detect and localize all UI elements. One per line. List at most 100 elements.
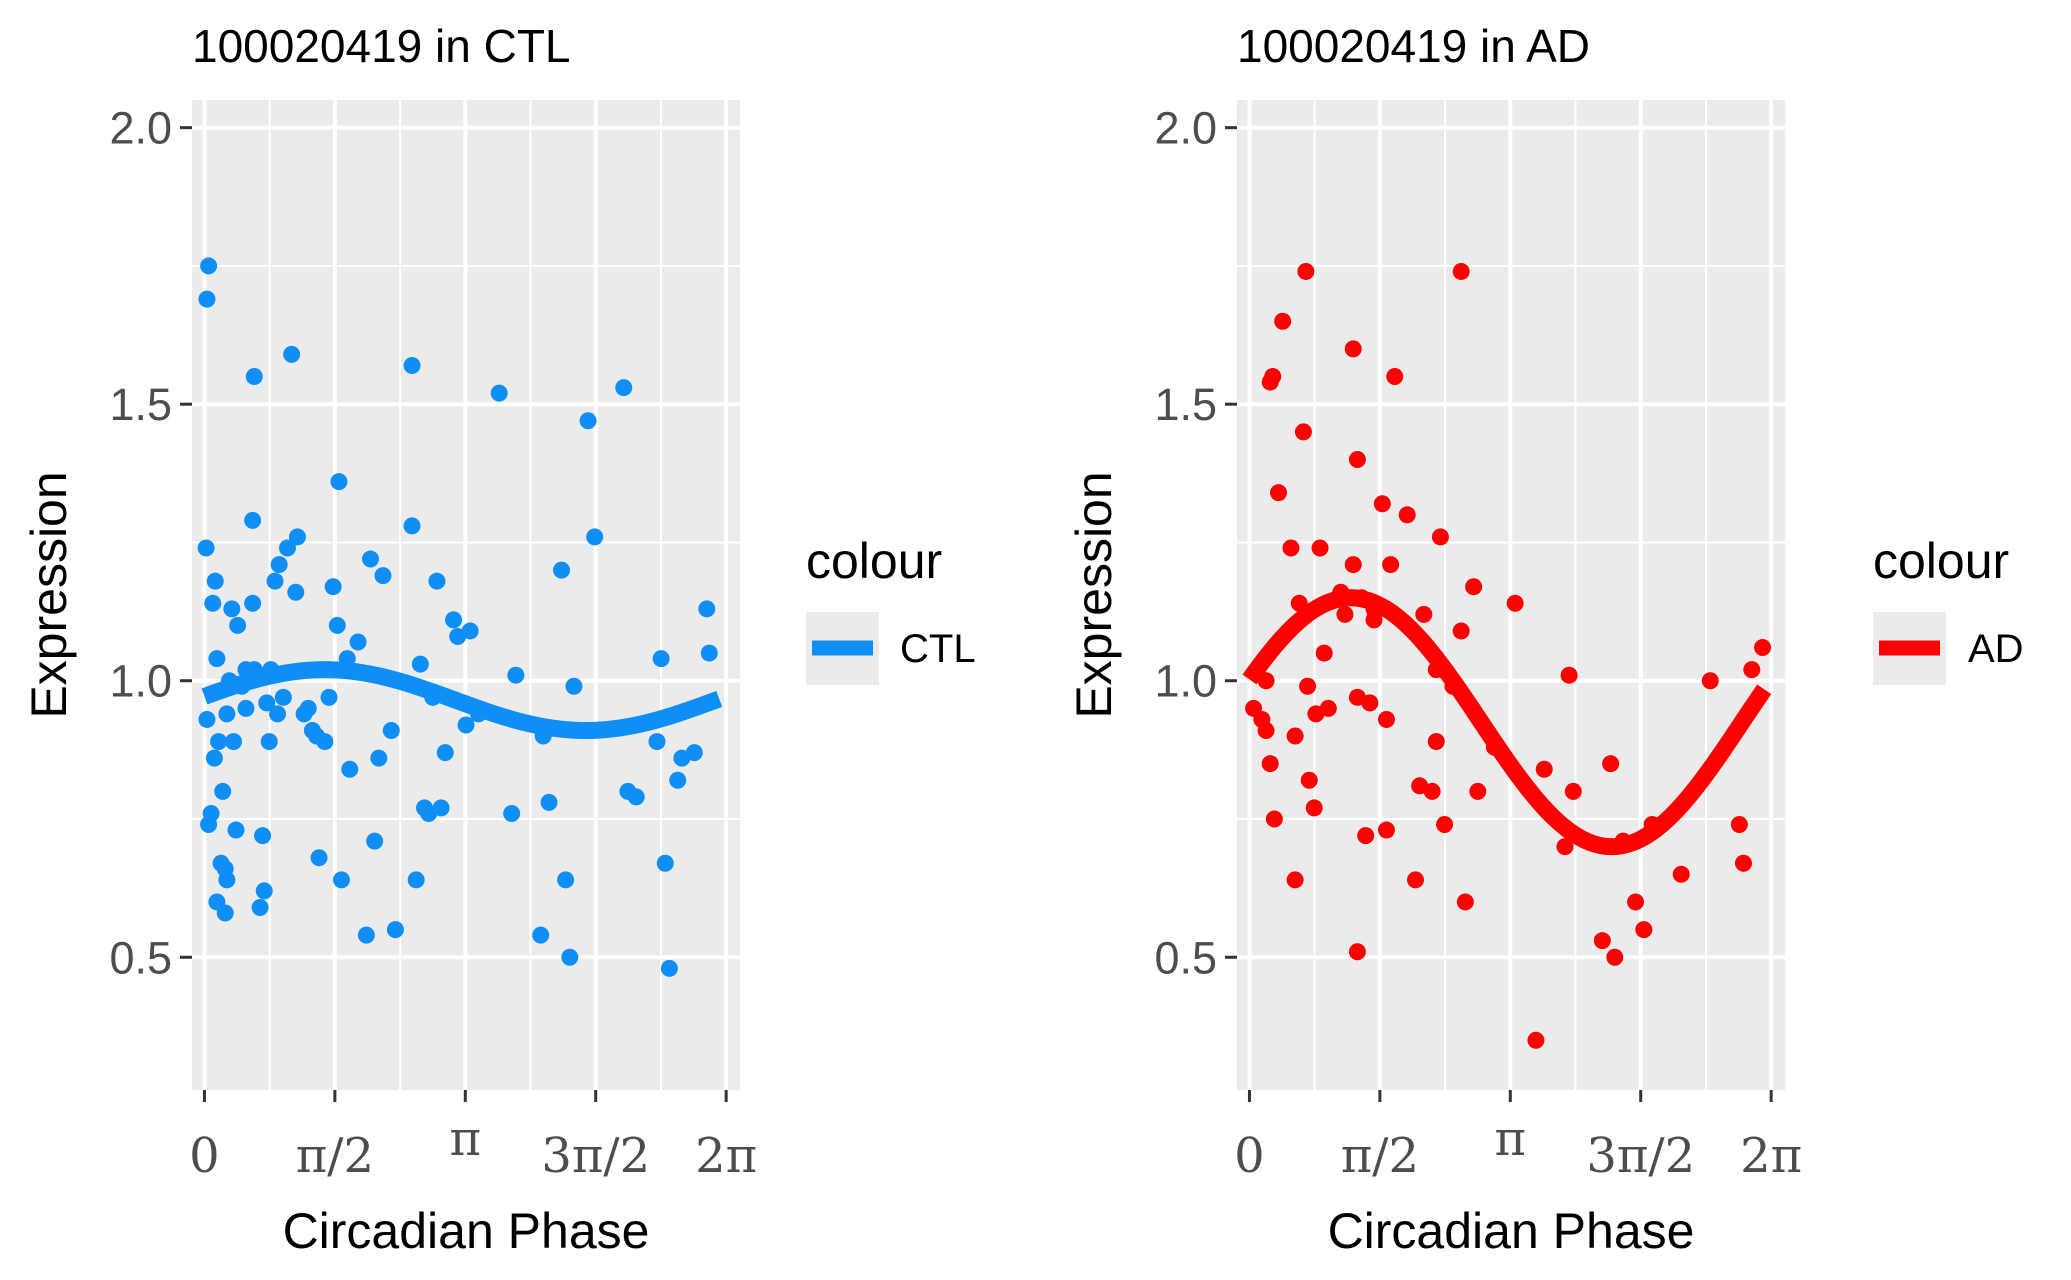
ctl-data-point bbox=[216, 904, 234, 922]
ctl-data-point bbox=[255, 882, 273, 900]
ctl-data-point bbox=[266, 572, 284, 590]
ad-data-point bbox=[1754, 639, 1772, 657]
ad-fit-curve bbox=[1242, 589, 1772, 856]
ctl-x-tick-label: 2π bbox=[695, 1128, 757, 1184]
ctl-data-point bbox=[428, 572, 446, 590]
ctl-data-point bbox=[205, 749, 223, 767]
ad-data-point bbox=[1270, 484, 1288, 502]
ctl-data-point bbox=[218, 705, 236, 723]
ctl-data-point bbox=[328, 616, 346, 634]
ctl-data-point bbox=[287, 583, 305, 601]
ctl-data-point bbox=[579, 412, 597, 430]
ad-data-point bbox=[1436, 816, 1454, 834]
ad-data-point bbox=[1564, 782, 1582, 800]
ctl-data-point bbox=[652, 650, 670, 668]
ad-data-point bbox=[1423, 782, 1441, 800]
ad-data-point bbox=[1261, 755, 1279, 773]
ad-data-point bbox=[1527, 1031, 1545, 1049]
ad-data-point bbox=[1299, 677, 1317, 695]
ctl-legend: colour CTL bbox=[806, 533, 976, 685]
ad-y-tick-label: 0.5 bbox=[1154, 932, 1217, 983]
ctl-chart-title: 100020419 in CTL bbox=[192, 20, 571, 72]
ctl-data-point bbox=[206, 572, 224, 590]
ad-data-point bbox=[1386, 368, 1404, 386]
ad-data-point bbox=[1319, 699, 1337, 717]
ctl-y-tick-label: 1.5 bbox=[109, 379, 172, 430]
ad-legend: colour AD bbox=[1873, 533, 2024, 685]
ctl-data-point bbox=[216, 860, 234, 878]
ctl-data-point bbox=[349, 633, 367, 651]
ctl-data-point bbox=[198, 710, 216, 728]
ad-data-point bbox=[1348, 450, 1366, 468]
ctl-data-point bbox=[357, 926, 375, 944]
ctl-data-point bbox=[210, 733, 228, 751]
ad-y-axis-title: Expression bbox=[1066, 471, 1122, 718]
ctl-data-point bbox=[324, 578, 342, 596]
ad-data-point bbox=[1297, 262, 1315, 280]
ad-data-point bbox=[1465, 578, 1483, 596]
ctl-x-tick-label: π/2 bbox=[296, 1128, 374, 1184]
ad-x-tick-label: 3π/2 bbox=[1586, 1128, 1695, 1184]
ad-data-point bbox=[1294, 423, 1312, 441]
ad-chart-title: 100020419 in AD bbox=[1237, 20, 1590, 72]
ctl-data-point bbox=[229, 616, 247, 634]
ad-data-point bbox=[1730, 816, 1748, 834]
ad-data-point bbox=[1286, 871, 1304, 889]
ad-data-point bbox=[1286, 727, 1304, 745]
ad-y-tick-label: 1.0 bbox=[1154, 656, 1217, 707]
ctl-data-point bbox=[332, 871, 350, 889]
ad-data-point bbox=[1357, 827, 1375, 845]
ctl-data-point bbox=[386, 921, 404, 939]
ctl-data-point bbox=[288, 528, 306, 546]
ctl-data-point bbox=[540, 793, 558, 811]
ad-x-tick-label: π bbox=[1495, 1111, 1527, 1167]
ctl-x-tick-label: 3π/2 bbox=[541, 1128, 650, 1184]
ad-data-point bbox=[1635, 921, 1653, 939]
ctl-data-point bbox=[227, 821, 245, 839]
ctl-data-point bbox=[432, 799, 450, 817]
ctl-data-point bbox=[214, 782, 232, 800]
ad-data-point bbox=[1415, 605, 1433, 623]
ctl-data-point bbox=[619, 782, 637, 800]
ctl-data-point bbox=[586, 528, 604, 546]
ad-data-point bbox=[1627, 893, 1645, 911]
ad-chart: 100020419 in AD 0.5 1.0 1.5 2.0 0 π/2 π 3π/2 2π… bbox=[1066, 20, 2024, 1259]
ctl-data-point bbox=[370, 749, 388, 767]
ctl-chart: 100020419 in CTL 0.5 1.0 1.5 2.0 0 π/2 π 3π/2 2… bbox=[21, 20, 976, 1259]
ad-data-point bbox=[1407, 871, 1425, 889]
ctl-data-point bbox=[445, 611, 463, 629]
ad-data-point bbox=[1606, 948, 1624, 966]
ad-data-point bbox=[1377, 710, 1395, 728]
ctl-data-point bbox=[274, 688, 292, 706]
ctl-data-point bbox=[245, 368, 263, 386]
ad-data-point bbox=[1452, 262, 1470, 280]
ctl-data-point bbox=[685, 744, 703, 762]
ctl-data-point bbox=[457, 716, 475, 734]
ad-data-point bbox=[1701, 672, 1719, 690]
ctl-data-point bbox=[310, 849, 328, 867]
ctl-data-point bbox=[407, 871, 425, 889]
ctl-data-point bbox=[260, 733, 278, 751]
ad-data-point bbox=[1398, 506, 1416, 524]
ad-data-point bbox=[1348, 943, 1366, 961]
ad-data-point bbox=[1274, 312, 1292, 330]
ctl-data-point bbox=[223, 600, 241, 618]
ctl-data-point bbox=[197, 539, 215, 557]
ctl-data-point bbox=[565, 677, 583, 695]
ctl-legend-title: colour bbox=[806, 533, 942, 589]
ad-data-point bbox=[1377, 821, 1395, 839]
ad-gridlines bbox=[1237, 100, 1785, 1090]
ctl-data-point bbox=[552, 561, 570, 579]
ctl-data-point bbox=[269, 705, 287, 723]
ad-points bbox=[1245, 262, 1772, 1049]
ctl-data-point bbox=[411, 655, 429, 673]
ctl-y-tick-label: 2.0 bbox=[109, 103, 172, 154]
ctl-data-point bbox=[278, 539, 296, 557]
ctl-data-point bbox=[507, 666, 525, 684]
ctl-data-point bbox=[436, 744, 454, 762]
ad-data-point bbox=[1311, 539, 1329, 557]
ctl-data-point bbox=[660, 959, 678, 977]
ctl-data-point bbox=[198, 290, 216, 308]
ctl-data-point bbox=[244, 594, 262, 612]
